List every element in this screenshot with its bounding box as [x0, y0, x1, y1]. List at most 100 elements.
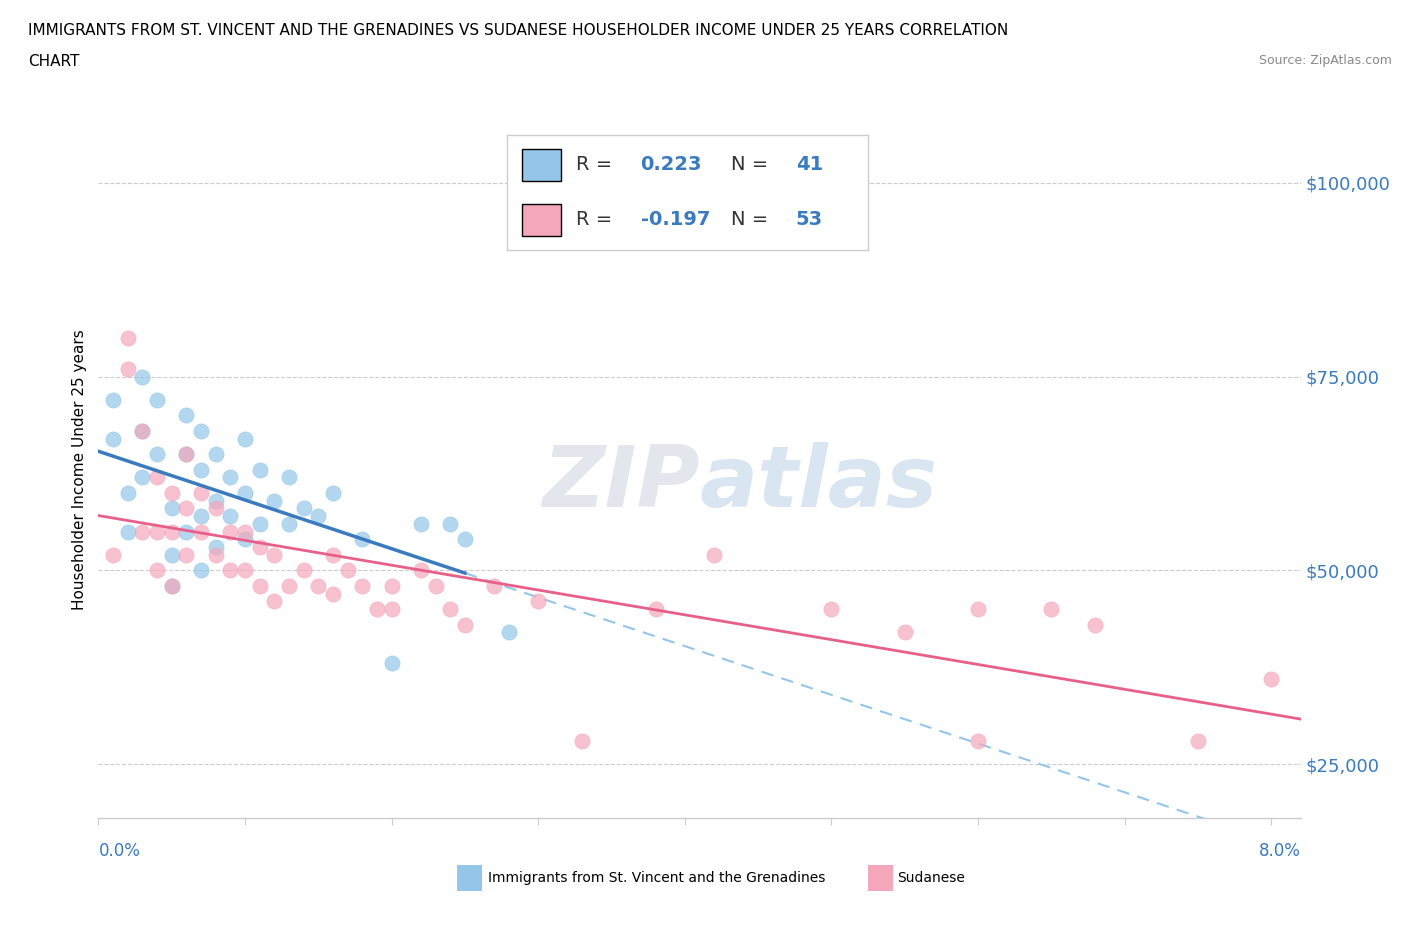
Point: [190, 509, 212, 524]
Text: IMMIGRANTS FROM ST. VINCENT AND THE GRENADINES VS SUDANESE HOUSEHOLDER INCOME UN: IMMIGRANTS FROM ST. VINCENT AND THE GREN…: [28, 23, 1008, 38]
Point: [703, 548, 725, 563]
Point: [176, 525, 198, 539]
Point: [101, 432, 124, 446]
Point: [101, 548, 124, 563]
Point: [366, 602, 388, 617]
Point: [233, 563, 256, 578]
Point: [160, 548, 183, 563]
Point: [263, 548, 285, 563]
Point: [454, 532, 477, 547]
Point: [292, 563, 315, 578]
Point: [381, 656, 404, 671]
Point: [454, 618, 477, 632]
Point: [160, 578, 183, 593]
Point: [352, 578, 374, 593]
Point: [204, 548, 226, 563]
Point: [967, 602, 990, 617]
Point: [278, 516, 301, 531]
Point: [249, 539, 271, 554]
Point: [160, 578, 183, 593]
Point: [336, 563, 359, 578]
Point: [893, 625, 915, 640]
Text: Sudanese: Sudanese: [897, 870, 965, 885]
Point: [249, 462, 271, 477]
Point: [249, 578, 271, 593]
Point: [190, 485, 212, 500]
Point: [1260, 671, 1282, 686]
Point: [204, 539, 226, 554]
Point: [117, 525, 139, 539]
Point: [233, 485, 256, 500]
Text: 8.0%: 8.0%: [1258, 842, 1301, 860]
Point: [146, 392, 169, 407]
Point: [1084, 618, 1107, 632]
Point: [176, 446, 198, 461]
Point: [131, 369, 153, 384]
Point: [131, 423, 153, 438]
Point: [307, 578, 329, 593]
Point: [322, 586, 344, 601]
Point: [1040, 602, 1063, 617]
Text: Immigrants from St. Vincent and the Grenadines: Immigrants from St. Vincent and the Gren…: [488, 870, 825, 885]
Point: [146, 563, 169, 578]
Point: [131, 525, 153, 539]
Point: [409, 563, 432, 578]
Text: CHART: CHART: [28, 54, 80, 69]
Point: [527, 594, 550, 609]
Point: [204, 501, 226, 516]
Point: [176, 446, 198, 461]
Y-axis label: Householder Income Under 25 years: Householder Income Under 25 years: [72, 329, 87, 610]
Point: [249, 516, 271, 531]
Point: [322, 548, 344, 563]
Point: [204, 493, 226, 508]
Point: [233, 525, 256, 539]
Point: [131, 470, 153, 485]
Text: atlas: atlas: [699, 442, 938, 525]
Point: [146, 525, 169, 539]
Point: [131, 423, 153, 438]
Point: [307, 509, 329, 524]
Point: [233, 532, 256, 547]
Point: [146, 446, 169, 461]
Point: [176, 408, 198, 423]
Point: [176, 501, 198, 516]
Point: [484, 578, 506, 593]
Point: [190, 563, 212, 578]
Point: [352, 532, 374, 547]
Point: [820, 602, 842, 617]
Point: [233, 432, 256, 446]
Point: [219, 525, 242, 539]
Point: [101, 392, 124, 407]
Point: [263, 493, 285, 508]
Point: [381, 578, 404, 593]
Point: [160, 501, 183, 516]
Text: Source: ZipAtlas.com: Source: ZipAtlas.com: [1258, 54, 1392, 67]
Point: [292, 501, 315, 516]
Point: [219, 470, 242, 485]
Point: [1187, 734, 1209, 749]
Point: [160, 485, 183, 500]
Point: [967, 734, 990, 749]
Point: [322, 485, 344, 500]
Point: [381, 602, 404, 617]
Point: [409, 516, 432, 531]
Point: [146, 470, 169, 485]
Point: [219, 509, 242, 524]
Point: [219, 563, 242, 578]
Point: [190, 525, 212, 539]
Point: [117, 485, 139, 500]
Point: [571, 734, 593, 749]
Point: [190, 423, 212, 438]
Point: [190, 462, 212, 477]
Point: [117, 362, 139, 377]
Point: [160, 525, 183, 539]
Point: [439, 602, 461, 617]
Point: [117, 330, 139, 345]
Point: [176, 548, 198, 563]
Point: [498, 625, 520, 640]
Point: [263, 594, 285, 609]
Point: [644, 602, 666, 617]
Point: [278, 578, 301, 593]
Point: [204, 446, 226, 461]
Text: 0.0%: 0.0%: [98, 842, 141, 860]
